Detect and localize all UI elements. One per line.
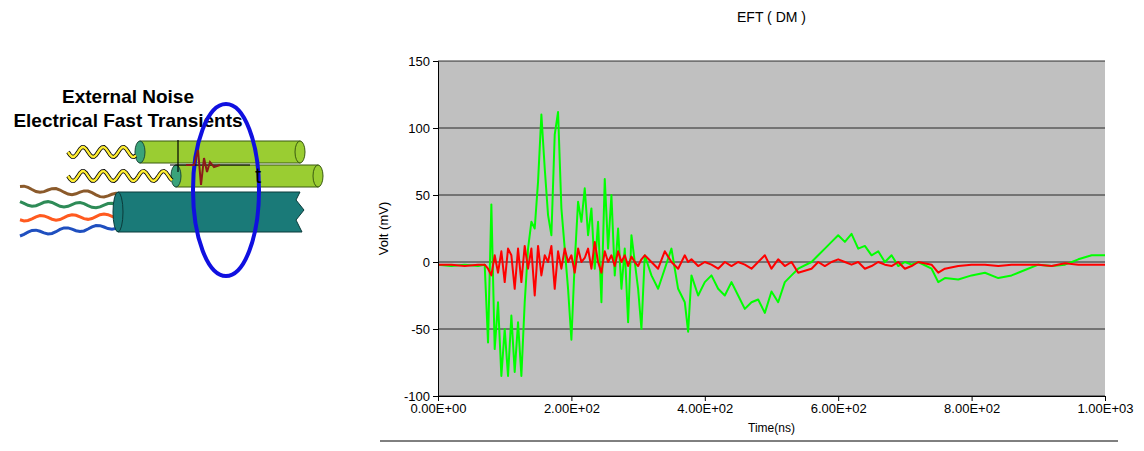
x-tick-label: 1.00E+03 — [1077, 401, 1133, 416]
grid-line — [438, 329, 1105, 330]
x-tick: 6.00E+02 — [811, 396, 867, 416]
plot-background — [438, 61, 1105, 396]
cylinder — [176, 165, 318, 187]
y-axis-line — [433, 62, 439, 397]
wave — [68, 171, 172, 181]
wire — [20, 186, 120, 197]
x-tick-label: 2.00E+02 — [544, 401, 600, 416]
x-tick-label: 4.00E+02 — [677, 401, 733, 416]
cylinder-face — [171, 165, 181, 187]
cable — [118, 192, 304, 232]
x-axis: 0.00E+00 2.00E+02 4.00E+02 6.00E+02 8.00E+02… — [410, 396, 1133, 416]
y-axis: -100-50050100150 — [404, 54, 439, 404]
y-tick: 150 — [408, 54, 438, 69]
x-tick: 2.00E+02 — [544, 396, 600, 416]
wave — [68, 147, 136, 157]
x-axis-line — [439, 397, 1106, 402]
pulse-axis — [177, 140, 178, 172]
pulse — [186, 150, 220, 185]
y-tick-mark — [433, 262, 438, 263]
grid-line — [438, 262, 1105, 263]
x-tick-label: 6.00E+02 — [811, 401, 867, 416]
series-line — [438, 112, 1105, 376]
clamp-ring — [193, 104, 259, 276]
y-tick: 100 — [408, 121, 438, 136]
x-tick: 8.00E+02 — [944, 396, 1000, 416]
y-tick-label: 100 — [408, 121, 430, 136]
wire — [20, 228, 120, 239]
x-tick-label: 0.00E+00 — [410, 401, 466, 416]
y-tick-mark — [433, 329, 438, 330]
y-axis-title: Volt (mV) — [376, 202, 391, 255]
cylinder-end — [313, 165, 323, 187]
y-tick-mark — [433, 396, 438, 397]
bottom-rule — [380, 441, 1118, 442]
cylinder-end — [295, 141, 305, 163]
diagram-title: External Noise — [62, 86, 194, 107]
y-tick-label: -50 — [411, 322, 430, 337]
x-tick-label: 8.00E+02 — [944, 401, 1000, 416]
y-tick: -50 — [411, 322, 438, 337]
y-tick: 0 — [423, 255, 438, 270]
wave — [68, 147, 136, 157]
x-tick: 0.00E+00 — [410, 396, 466, 416]
y-tick: 50 — [416, 188, 438, 203]
wire — [20, 217, 120, 224]
cable-end — [113, 192, 123, 232]
y-tick-label: 150 — [408, 54, 430, 69]
grid-line — [438, 128, 1105, 129]
wire — [20, 189, 120, 200]
x-axis-title: Time(ns) — [748, 421, 795, 435]
diagram: External NoiseElectrical Fast Transients… — [0, 0, 323, 276]
y-tick-mark — [433, 128, 438, 129]
x-tick: 4.00E+02 — [677, 396, 733, 416]
series-line — [438, 242, 1105, 296]
chart-root: External NoiseElectrical Fast Transients… — [0, 0, 1144, 451]
cylinder-face — [135, 141, 145, 163]
chart-title: EFT ( DM ) — [737, 9, 806, 25]
wire — [20, 205, 120, 211]
x-tick: 1.00E+03 — [1077, 396, 1133, 416]
series-group — [438, 112, 1105, 376]
wire — [20, 202, 120, 208]
grid-line — [438, 61, 1105, 62]
y-tick-label: 0 — [423, 255, 430, 270]
cylinder — [140, 141, 300, 163]
grid — [438, 61, 1105, 396]
wave — [68, 171, 172, 181]
y-tick-mark — [433, 195, 438, 196]
y-tick-label: 50 — [416, 188, 430, 203]
pulse-label: t — [255, 163, 261, 188]
y-tick-mark — [433, 61, 438, 62]
